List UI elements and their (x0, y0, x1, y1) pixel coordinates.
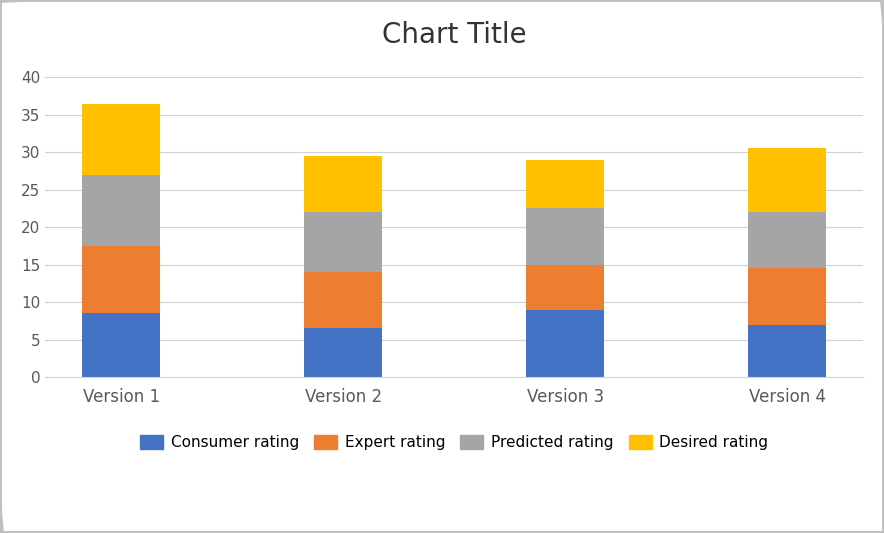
Bar (748, 212, 826, 269)
Bar (82, 175, 160, 246)
Bar (82, 246, 160, 313)
Bar (526, 208, 604, 265)
Bar (526, 160, 604, 208)
Bar (526, 310, 604, 377)
Legend: Consumer rating, Expert rating, Predicted rating, Desired rating: Consumer rating, Expert rating, Predicte… (133, 429, 774, 456)
Bar (304, 272, 382, 328)
Title: Chart Title: Chart Title (382, 21, 527, 49)
Bar (304, 212, 382, 272)
Bar (82, 103, 160, 175)
Bar (82, 313, 160, 377)
Bar (748, 325, 826, 377)
Bar (748, 269, 826, 325)
Bar (304, 328, 382, 377)
Bar (526, 265, 604, 310)
Bar (748, 149, 826, 212)
Bar (304, 156, 382, 212)
